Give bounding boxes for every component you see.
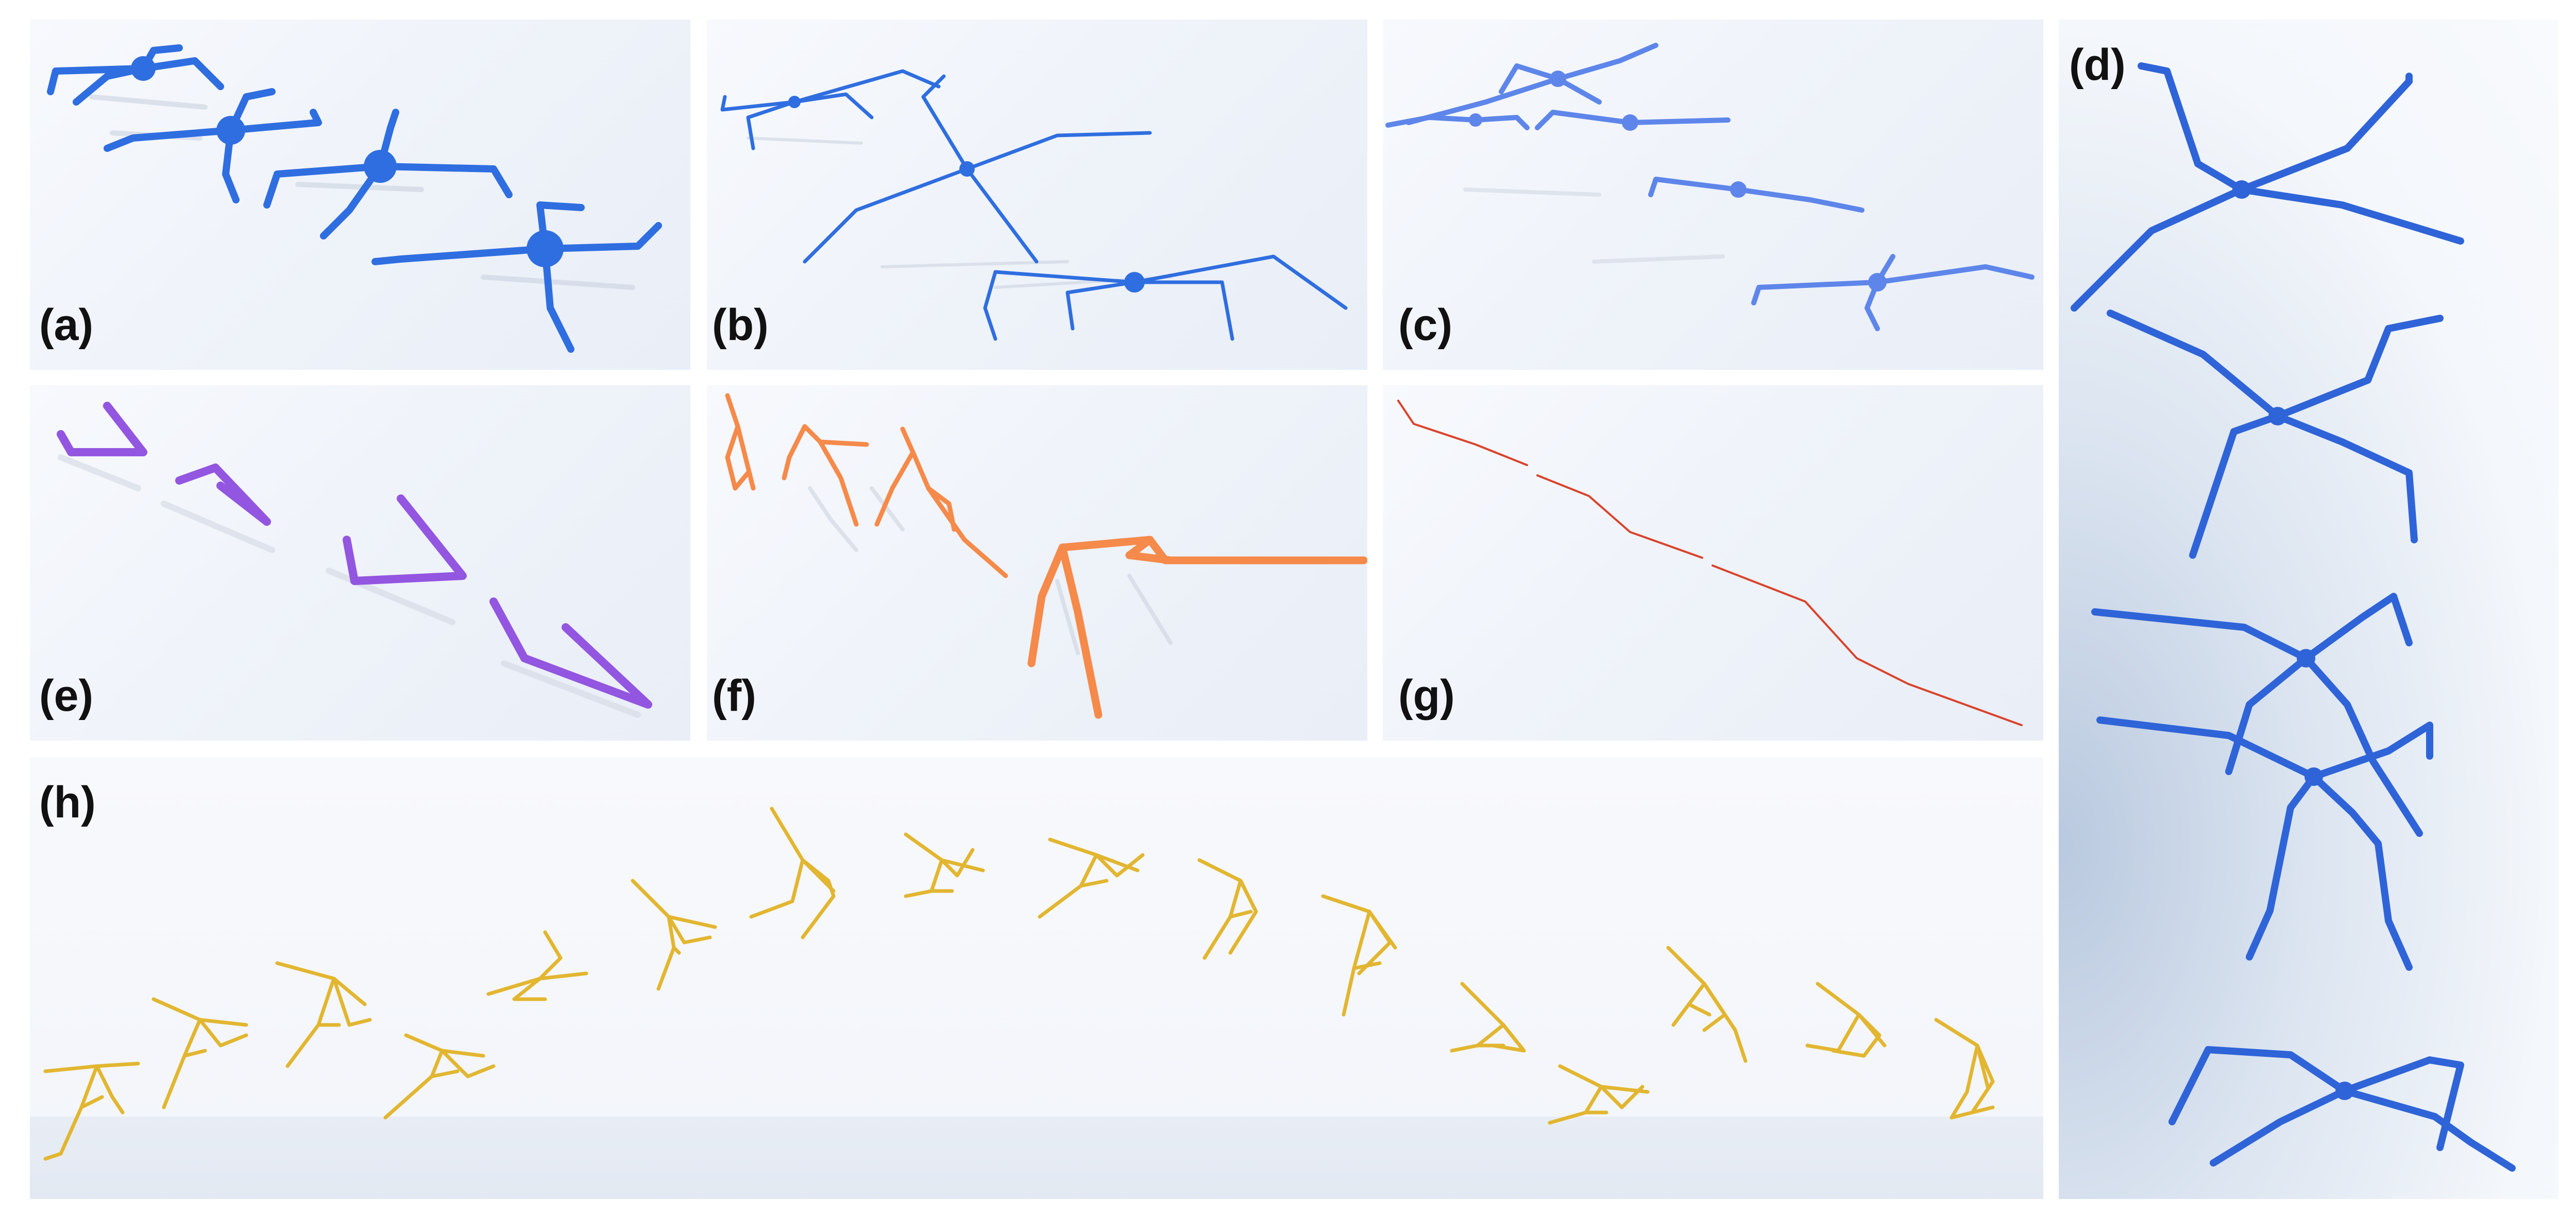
panel-e: (e): [30, 385, 690, 741]
panel-a-skeletons: [47, 44, 662, 353]
panel-g: (g): [1383, 385, 2043, 741]
panel-a: (a): [30, 20, 690, 370]
panel-f-skeletons: [725, 393, 1367, 719]
panel-h-skeletons: [43, 807, 1995, 1161]
panel-h-floor: [30, 1117, 2043, 1199]
panel-c-skeletons: [1385, 43, 2035, 331]
panel-label-f: (f): [712, 671, 756, 721]
panel-label-g: (g): [1398, 671, 1455, 721]
panel-h: (h): [30, 757, 2043, 1199]
panel-d-background: [2059, 20, 2558, 1199]
panel-f: (f): [707, 385, 1367, 741]
panel-label-c: (c): [1398, 300, 1453, 350]
panel-g-skeletons: [1397, 400, 2023, 726]
panel-label-b: (b): [712, 300, 769, 350]
panel-label-h: (h): [39, 778, 96, 827]
panel-b-skeletons: [720, 69, 1348, 341]
panel-b: (b): [707, 20, 1367, 370]
panel-d-skeletons: [2071, 62, 2516, 1172]
panel-e-skeletons: [57, 402, 652, 718]
panel-label-e: (e): [39, 671, 94, 721]
panel-label-d: (d): [2069, 40, 2126, 90]
panel-label-a: (a): [39, 300, 94, 350]
panel-d: (d): [2059, 20, 2558, 1199]
panel-c: (c): [1383, 20, 2043, 370]
